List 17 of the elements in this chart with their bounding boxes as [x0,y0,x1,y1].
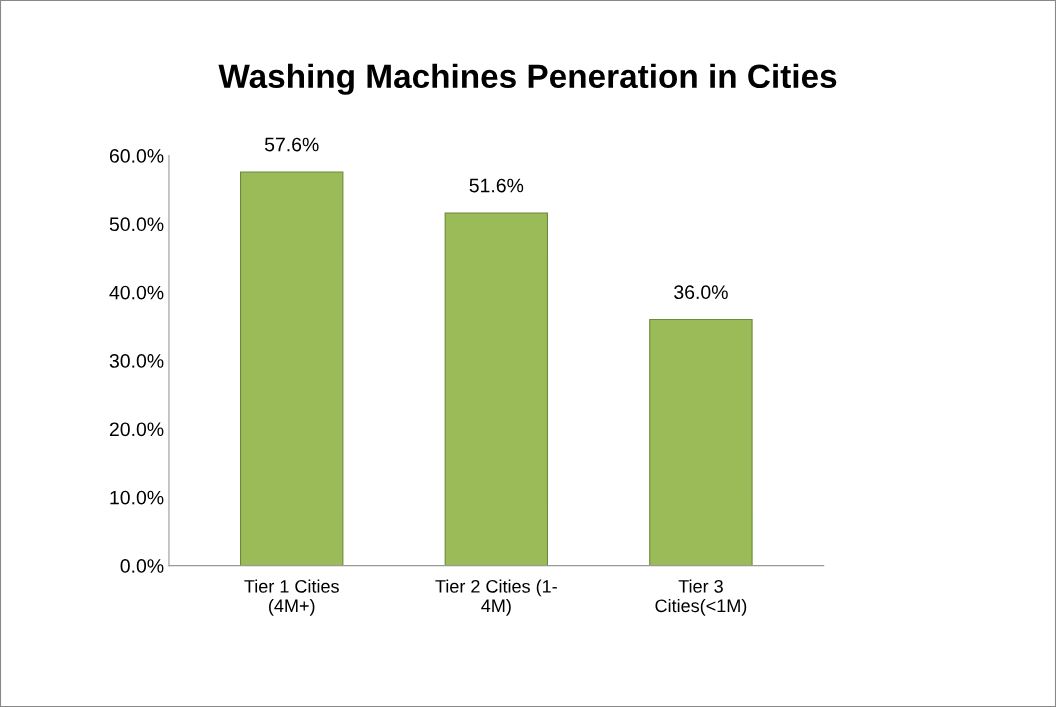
data-label: 57.6% [264,137,319,152]
y-tick-label: 0.0% [120,559,164,573]
y-tick-label: 60.0% [109,149,164,163]
bar [444,212,549,566]
y-tick-label: 10.0% [110,490,164,505]
y-tick-label: 30.0% [109,354,164,368]
y-tick-label: 50.0% [109,217,164,232]
y-tick-label: 20.0% [109,422,164,437]
x-tick-label: Tier 1 Cities (4M+) [244,579,339,616]
data-label: 36.0% [674,285,728,300]
y-tick-label: 40.0% [109,285,164,300]
bar [240,171,344,566]
data-label: 51.6% [469,178,524,193]
chart-title: Washing Machines Peneration in Cities [218,63,837,95]
bar [649,319,753,566]
x-tick-label: Tier 2 Cities (1- 4M) [435,579,557,616]
x-tick-label: Tier 3 Cities(<1M) [655,579,747,616]
